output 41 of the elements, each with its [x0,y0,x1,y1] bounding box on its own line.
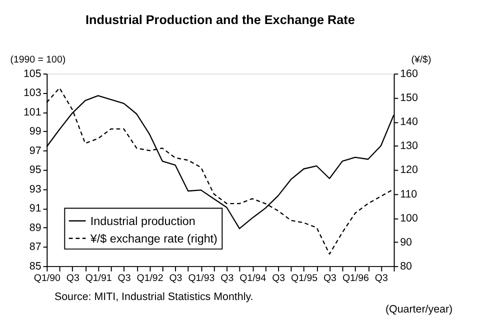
y-tick-label: 105 [23,68,42,80]
y2-tick-label: 120 [400,164,418,176]
x-tick-label: Q3 [118,273,131,284]
x-tick-label: Q3 [323,273,336,284]
x-tick-label: Q1/96 [342,273,369,284]
y-tick-label: 101 [23,106,42,118]
y-tick-label: 85 [29,260,42,272]
x-tick-label: Q1/95 [291,273,318,284]
y-tick-label: 89 [29,222,42,234]
x-tick-label: Q1/91 [85,273,112,284]
y-tick-label: 97 [29,144,42,157]
y2-axis-title: (¥/$) [411,54,432,66]
y-tick-label: 91 [29,202,42,215]
chart-title: Industrial Production and the Exchange Rate [86,12,355,27]
x-tick-label: Q3 [272,273,286,284]
x-tick-label: Q1/92 [136,273,164,284]
y-tick-label: 95 [29,164,42,176]
y-tick-label: 93 [29,183,42,196]
x-tick-label: Q3 [220,273,234,284]
x-tick-label: Q3 [374,273,388,284]
legend-label: Industrial production [90,214,196,228]
y-tick-label: 103 [23,87,42,100]
y2-tick-label: 110 [400,188,418,200]
y2-tick-label: 80 [400,260,412,272]
y-tick-label: 99 [29,126,42,138]
y2-tick-label: 100 [400,212,418,224]
y-axis-title: (1990 = 100) [10,54,66,66]
y-tick-label: 87 [29,241,42,254]
y2-tick-label: 150 [400,92,418,104]
y2-tick-label: 160 [400,68,418,80]
legend-label: ¥/$ exchange rate (right) [89,232,218,246]
x-axis-title: (Quarter/year) [385,303,453,316]
x-tick-label: Q1/94 [240,273,267,284]
y2-tick-label: 130 [400,140,418,152]
source-note: Source: MITI, Industrial Statistics Monthly. [54,291,254,304]
x-tick-label: Q1/90 [34,273,61,284]
x-tick-label: Q1/93 [188,273,215,284]
y2-tick-label: 140 [400,116,418,128]
x-tick-label: Q3 [169,273,182,284]
x-tick-label: Q3 [66,273,80,284]
y2-tick-label: 90 [400,236,412,248]
